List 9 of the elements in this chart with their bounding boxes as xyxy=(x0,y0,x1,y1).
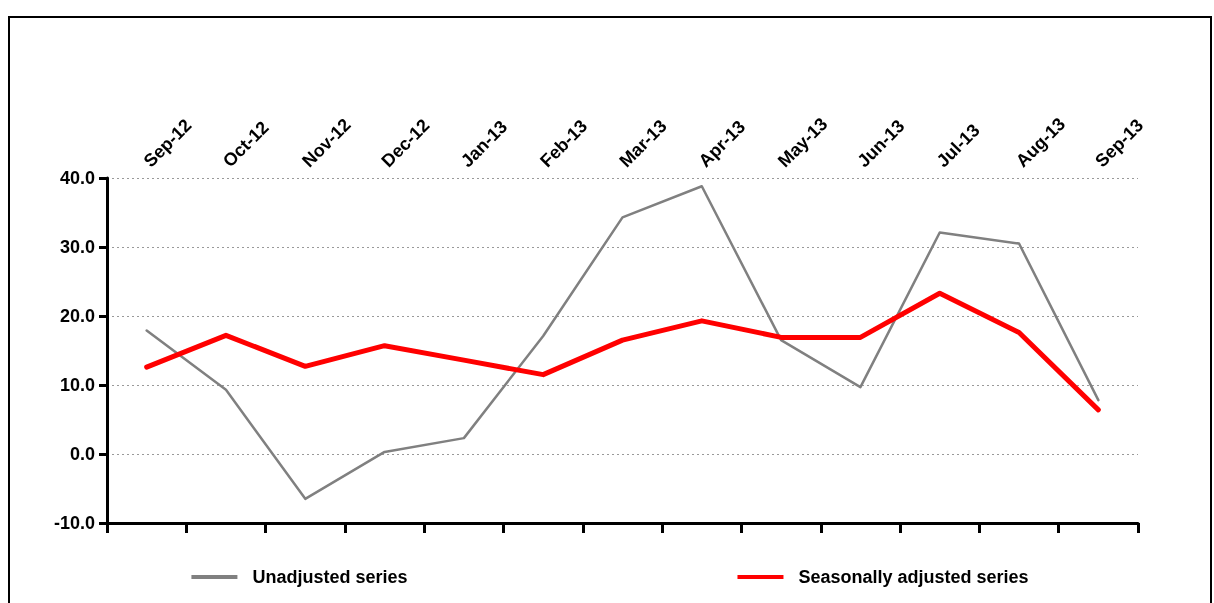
line-series xyxy=(145,185,1100,501)
y-tick-label: 40.0 xyxy=(59,168,95,188)
y-tick-label: 30.0 xyxy=(59,237,95,257)
y-tick-label: -10.0 xyxy=(53,513,95,533)
legend-label: Seasonally adjusted series xyxy=(798,567,1029,587)
y-tick-label: 0.0 xyxy=(69,444,95,464)
legend-label: Unadjusted series xyxy=(252,567,408,587)
y-tick-label: 10.0 xyxy=(59,375,95,395)
y-tick-label: 20.0 xyxy=(59,306,95,326)
